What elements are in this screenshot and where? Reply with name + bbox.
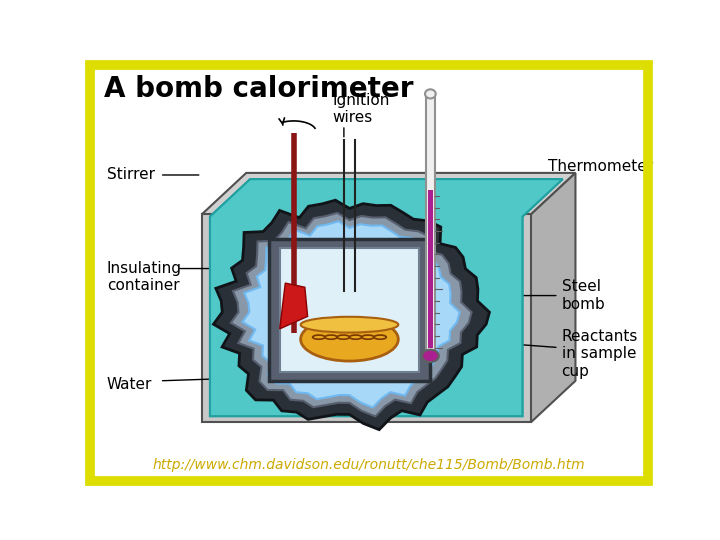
Text: Thermometer: Thermometer [547, 159, 653, 174]
Ellipse shape [422, 349, 438, 362]
Bar [428, 190, 433, 348]
Polygon shape [279, 283, 307, 329]
Polygon shape [210, 179, 562, 416]
Text: Water: Water [107, 377, 152, 393]
Text: Insulating
container: Insulating container [107, 261, 181, 293]
Text: http://www.chm.davidson.edu/ronutt/che115/Bomb/Bomb.htm: http://www.chm.davidson.edu/ronutt/che11… [153, 458, 585, 472]
Polygon shape [280, 248, 419, 373]
Bar [426, 94, 435, 354]
Text: Ignition
wires: Ignition wires [333, 93, 390, 125]
Polygon shape [202, 173, 575, 214]
Ellipse shape [425, 89, 436, 98]
Polygon shape [231, 213, 472, 416]
Ellipse shape [285, 252, 414, 364]
Polygon shape [243, 221, 459, 408]
Ellipse shape [301, 317, 398, 333]
Polygon shape [269, 239, 431, 381]
Text: Steel
bomb: Steel bomb [562, 279, 606, 312]
Ellipse shape [301, 318, 398, 361]
Text: Stirrer: Stirrer [107, 167, 155, 183]
Polygon shape [213, 200, 490, 430]
Polygon shape [531, 173, 575, 422]
Polygon shape [202, 214, 531, 422]
Polygon shape [280, 248, 419, 373]
Text: Reactants
in sample
cup: Reactants in sample cup [562, 329, 638, 379]
Polygon shape [210, 179, 562, 416]
Text: A bomb calorimeter: A bomb calorimeter [104, 75, 413, 103]
